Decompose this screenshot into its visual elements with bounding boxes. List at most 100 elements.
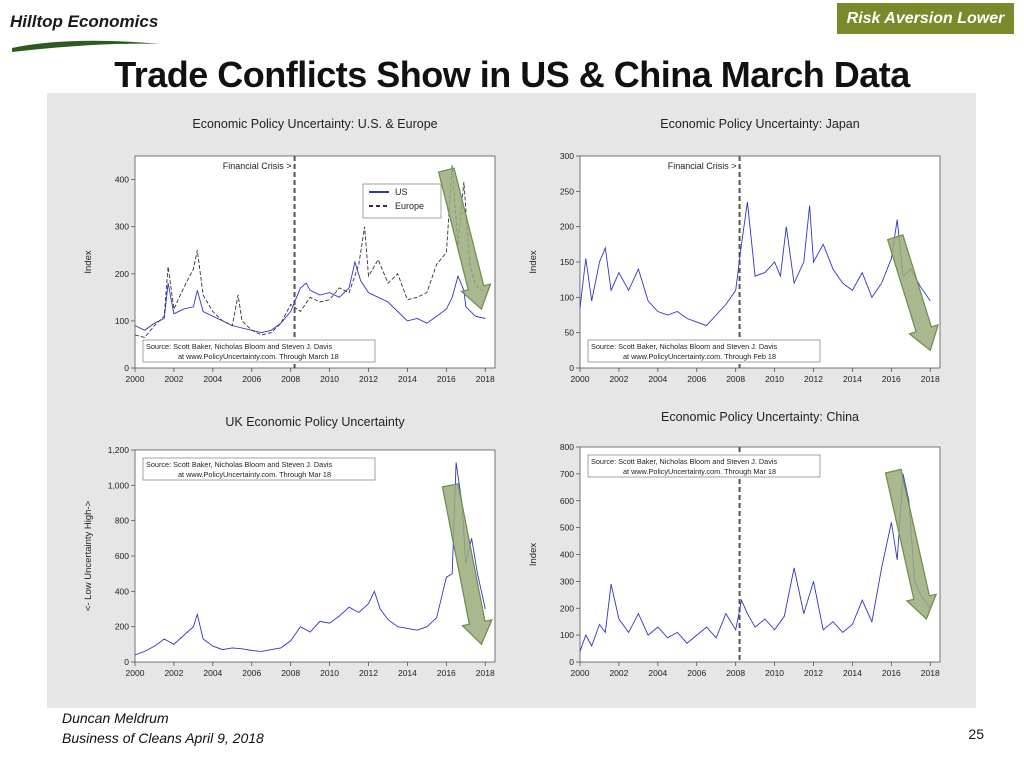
x-tick-label: 2002 xyxy=(609,668,628,678)
plot-area xyxy=(579,155,941,369)
x-tick-label: 2016 xyxy=(882,374,901,384)
series-line-europe xyxy=(134,165,486,338)
logo-swoosh-icon xyxy=(12,40,160,52)
y-tick-label: 250 xyxy=(560,186,574,196)
source-text: at www.PolicyUncertainty.com. Through Ma… xyxy=(623,467,776,476)
y-tick-label: 200 xyxy=(115,269,129,279)
source-text: Source: Scott Baker, Nicholas Bloom and … xyxy=(591,342,778,351)
x-tick-label: 2008 xyxy=(726,668,745,678)
x-tick-label: 2012 xyxy=(359,668,378,678)
y-tick-label: 100 xyxy=(560,630,574,640)
down-arrow-icon xyxy=(441,483,493,646)
x-tick-label: 2010 xyxy=(765,668,784,678)
y-axis-label: Index xyxy=(83,250,94,273)
legend-entry: Europe xyxy=(395,201,424,211)
footer: Duncan Meldrum Business of Cleans April … xyxy=(62,708,264,748)
series-line-us xyxy=(134,260,486,334)
y-axis-label: Index xyxy=(528,543,539,566)
source-text: Source: Scott Baker, Nicholas Bloom and … xyxy=(146,460,333,469)
y-tick-label: 300 xyxy=(560,151,574,161)
x-tick-label: 2016 xyxy=(437,668,456,678)
y-tick-label: 400 xyxy=(115,586,129,596)
footer-author: Duncan Meldrum xyxy=(62,710,169,726)
series-line-index xyxy=(579,201,931,327)
y-tick-label: 300 xyxy=(560,576,574,586)
x-tick-label: 2004 xyxy=(203,668,222,678)
y-tick-label: 200 xyxy=(560,222,574,232)
x-tick-label: 2014 xyxy=(843,374,862,384)
source-box xyxy=(142,339,376,363)
x-tick-label: 2014 xyxy=(843,668,862,678)
y-tick-label: 400 xyxy=(115,175,129,185)
source-text: Source: Scott Baker, Nicholas Bloom and … xyxy=(146,342,333,351)
y-tick-label: 0 xyxy=(124,657,129,667)
x-tick-label: 2012 xyxy=(804,668,823,678)
x-tick-label: 2010 xyxy=(320,374,339,384)
chart-title: Economic Policy Uncertainty: U.S. & Euro… xyxy=(192,117,437,131)
x-tick-label: 2010 xyxy=(320,668,339,678)
x-tick-label: 2000 xyxy=(571,374,590,384)
down-arrow-icon xyxy=(437,167,492,311)
y-tick-label: 50 xyxy=(565,328,575,338)
down-arrow-icon xyxy=(886,234,940,352)
x-tick-label: 2008 xyxy=(726,374,745,384)
plot-area xyxy=(579,446,941,663)
chart-title: UK Economic Policy Uncertainty xyxy=(225,415,405,429)
y-tick-label: 200 xyxy=(115,622,129,632)
y-tick-label: 100 xyxy=(560,292,574,302)
y-tick-label: 1,200 xyxy=(108,445,130,455)
x-tick-label: 2012 xyxy=(359,374,378,384)
x-tick-label: 2000 xyxy=(571,668,590,678)
x-tick-label: 2016 xyxy=(882,668,901,678)
x-tick-label: 2000 xyxy=(126,668,145,678)
series-line-index xyxy=(579,473,931,652)
source-text: at www.PolicyUncertainty.com. Through Ma… xyxy=(178,470,331,479)
source-text: at www.PolicyUncertainty.com. Through Ma… xyxy=(178,352,339,361)
x-tick-label: 2018 xyxy=(476,668,495,678)
y-tick-label: 100 xyxy=(115,316,129,326)
x-tick-label: 2008 xyxy=(281,668,300,678)
x-tick-label: 2016 xyxy=(437,374,456,384)
y-tick-label: 800 xyxy=(560,442,574,452)
x-tick-label: 2012 xyxy=(804,374,823,384)
y-axis-label: Index xyxy=(528,250,539,273)
legend-entry: US xyxy=(395,187,408,197)
logo-text: Hilltop Economics xyxy=(10,12,159,31)
financial-crisis-label: Financial Crisis > xyxy=(223,161,292,171)
chart-title: Economic Policy Uncertainty: China xyxy=(661,410,859,424)
y-tick-label: 300 xyxy=(115,222,129,232)
y-tick-label: 0 xyxy=(569,657,574,667)
y-tick-label: 800 xyxy=(115,516,129,526)
chart-uk: UK Economic Policy Uncertainty <- Low Unc… xyxy=(83,415,496,678)
x-tick-label: 2004 xyxy=(648,668,667,678)
series-line-index xyxy=(134,462,486,656)
page-title: Trade Conflicts Show in US & China March… xyxy=(114,54,910,95)
source-box xyxy=(587,339,821,363)
x-tick-label: 2006 xyxy=(242,374,261,384)
x-tick-label: 2002 xyxy=(609,374,628,384)
source-box xyxy=(587,454,821,478)
footer-event: Business of Cleans April 9, 2018 xyxy=(62,730,264,746)
financial-crisis-label: Financial Crisis > xyxy=(668,161,737,171)
x-tick-label: 2006 xyxy=(687,668,706,678)
x-tick-label: 2004 xyxy=(203,374,222,384)
legend-box xyxy=(362,183,442,219)
down-arrow-icon xyxy=(884,468,938,621)
chart-us-europe: Economic Policy Uncertainty: U.S. & Euro… xyxy=(83,117,496,384)
x-tick-label: 2000 xyxy=(126,374,145,384)
y-tick-label: 0 xyxy=(124,363,129,373)
y-tick-label: 200 xyxy=(560,603,574,613)
x-tick-label: 2014 xyxy=(398,668,417,678)
y-tick-label: 600 xyxy=(115,551,129,561)
risk-badge: Risk Aversion Lower xyxy=(837,3,1014,34)
source-text: at www.PolicyUncertainty.com. Through Fe… xyxy=(623,352,776,361)
chart-title: Economic Policy Uncertainty: Japan xyxy=(660,117,859,131)
x-tick-label: 2018 xyxy=(476,374,495,384)
chart-china: Economic Policy Uncertainty: China Index 0… xyxy=(528,410,941,678)
x-tick-label: 2006 xyxy=(242,668,261,678)
y-axis-label: <- Low Uncertainty High-> xyxy=(83,500,94,611)
x-tick-label: 2006 xyxy=(687,374,706,384)
y-tick-label: 400 xyxy=(560,550,574,560)
source-text: Source: Scott Baker, Nicholas Bloom and … xyxy=(591,457,778,466)
y-tick-label: 600 xyxy=(560,496,574,506)
